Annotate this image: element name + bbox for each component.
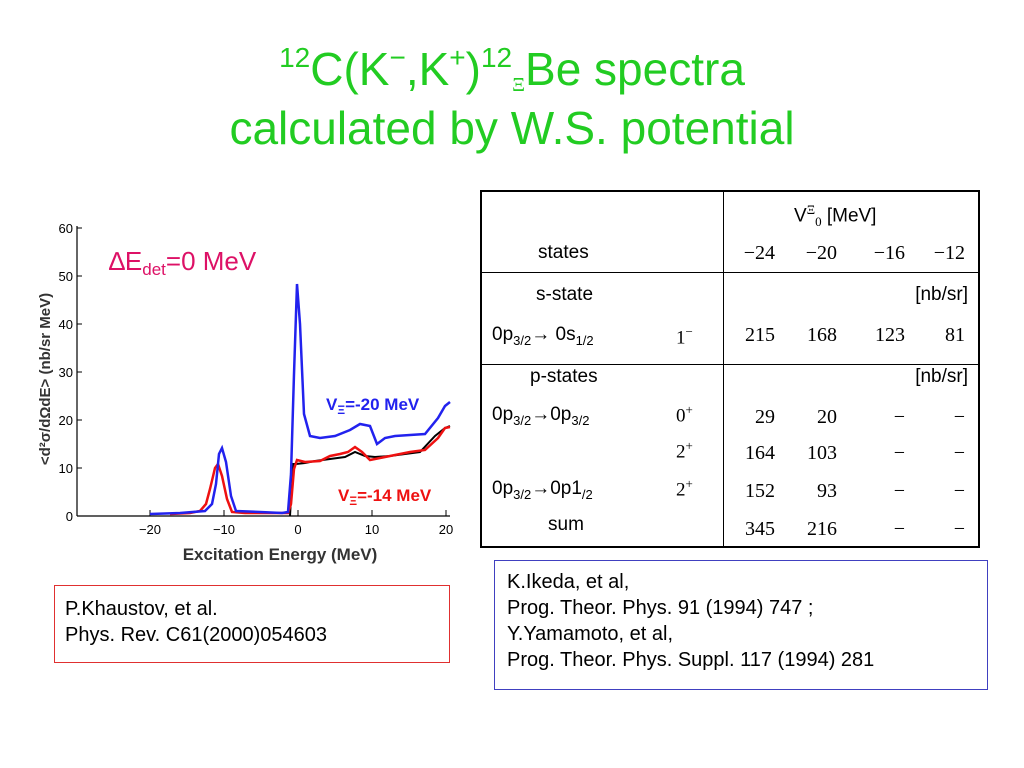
x-tick-label: 20: [439, 522, 453, 537]
spectrum-plot: 0 10 20 30 40 50 60 −20 −10 0 10 20 <d²σ/dΩdE> (nb…: [37, 221, 453, 564]
states-header: states: [538, 242, 589, 263]
x-tick-label: −10: [213, 522, 235, 537]
title-minus: −: [389, 42, 406, 73]
title-xi: Ξ: [512, 74, 526, 96]
ref-right-line4: Prog. Theor. Phys. Suppl. 117 (1994) 281: [507, 649, 875, 671]
sum-value: −: [953, 518, 965, 540]
black-curve: [289, 425, 451, 517]
x-tick-label: 10: [365, 522, 379, 537]
spin-parity: 2+: [676, 438, 693, 463]
delta-e-annotation: ∆Edet=0 MeV: [109, 246, 257, 279]
s-state-unit: [nb/sr]: [915, 284, 968, 305]
p-value: −: [953, 480, 965, 502]
blue-curve: [149, 283, 451, 516]
p-value: 164: [745, 442, 775, 464]
y-tick-label: 20: [59, 413, 73, 428]
ref-left-line2: Phys. Rev. C61(2000)054603: [65, 624, 328, 646]
mass-number-b: 12: [480, 42, 513, 73]
p-value: −: [953, 442, 965, 464]
y-tick-label: 0: [66, 509, 73, 524]
potential-value: −20: [805, 242, 837, 264]
slide-title-line1: 12C(K−,K+)12ΞBe spectra: [0, 30, 1024, 113]
series-red-label: VΞ=-14 MeV: [338, 486, 432, 508]
s-value: 123: [875, 324, 905, 346]
y-tick-label: 10: [59, 461, 73, 476]
sum-value: 345: [745, 518, 775, 540]
y-tick-label: 30: [59, 365, 73, 380]
y-tick-label: 50: [59, 269, 73, 284]
series-blue-label: VΞ=-20 MeV: [326, 395, 420, 417]
s-spin-parity: 1−: [676, 324, 693, 349]
p-value: −: [893, 442, 905, 464]
s-value: 215: [745, 324, 775, 346]
y-tick-label: 60: [59, 221, 73, 236]
y-ticks: 0 10 20 30 40 50 60: [59, 221, 82, 524]
table-divider-vertical: [723, 192, 724, 546]
title-reaction-start: C(K: [310, 43, 390, 95]
ref-right-line2: Prog. Theor. Phys. 91 (1994) 747 ;: [507, 597, 814, 619]
p-value: 103: [807, 442, 837, 464]
sum-value: −: [893, 518, 905, 540]
results-table: VΞ0 [MeV] states −24 −20 −16 −12 s-state [n…: [480, 190, 980, 548]
x-tick-label: −20: [139, 522, 161, 537]
title-k: ,K: [405, 43, 450, 95]
title-close: ): [465, 43, 481, 95]
sum-label: sum: [548, 514, 584, 535]
p-value: 93: [817, 480, 837, 502]
p-value: −: [893, 406, 905, 428]
p-value: −: [953, 406, 965, 428]
p-states-label: p-states: [530, 366, 598, 387]
y-axis-label: <d²σ/dΩdE> (nb/sr MeV): [37, 293, 54, 465]
p-transition-2: 0p3/2→0p1/2: [492, 478, 593, 502]
slide-title-line2: calculated by W.S. potential: [229, 102, 795, 154]
y-tick-label: 40: [59, 317, 73, 332]
ref-right-line3: Y.Yamamoto, et al,: [507, 623, 674, 645]
potential-value: −16: [873, 242, 905, 264]
sum-value: 216: [807, 518, 837, 540]
p-transition-1: 0p3/2→0p3/2: [492, 404, 590, 428]
potential-header: VΞ0 [MeV]: [794, 202, 877, 230]
title-end: Be spectra: [525, 43, 745, 95]
reference-right: K.Ikeda, et al, Prog. Theor. Phys. 91 (1…: [494, 560, 988, 690]
title-plus: +: [449, 42, 466, 73]
table-divider-top: [482, 272, 978, 273]
x-ticks: −20 −10 0 10 20: [139, 510, 453, 537]
ref-left-line1: P.Khaustov, et al.: [65, 598, 218, 620]
mass-number-a: 12: [279, 42, 311, 73]
p-value: 29: [755, 406, 775, 428]
ref-right-line1: K.Ikeda, et al,: [507, 571, 630, 593]
x-axis-label: Excitation Energy (MeV): [183, 545, 378, 564]
p-value: −: [893, 480, 905, 502]
s-transition: 0p3/2→ 0s1/2: [492, 324, 594, 348]
x-tick-label: 0: [294, 522, 301, 537]
table-divider-middle: [482, 364, 978, 365]
reference-left: P.Khaustov, et al. Phys. Rev. C61(2000)0…: [54, 585, 450, 663]
spin-parity: 0+: [676, 402, 693, 427]
potential-value: −12: [933, 242, 965, 264]
p-value: 152: [745, 480, 775, 502]
potential-value: −24: [743, 242, 775, 264]
s-value: 168: [807, 324, 837, 346]
p-value: 20: [817, 406, 837, 428]
red-curve: [169, 425, 451, 516]
spin-parity: 2+: [676, 476, 693, 501]
s-state-label: s-state: [536, 284, 594, 305]
s-value: 81: [945, 324, 965, 346]
p-states-unit: [nb/sr]: [915, 366, 968, 387]
